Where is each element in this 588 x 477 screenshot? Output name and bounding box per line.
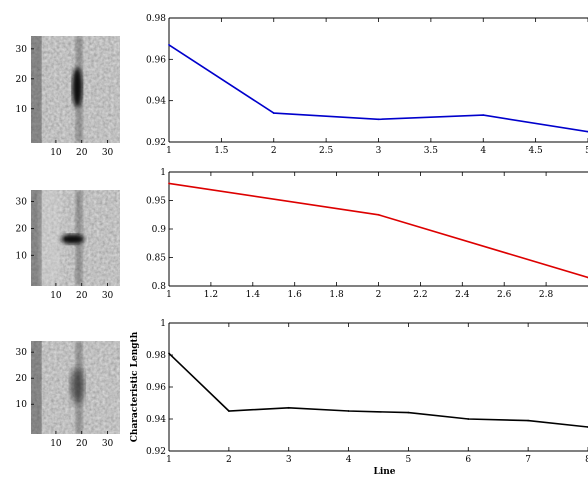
dark-feature: [60, 234, 85, 245]
x-tick-label: 1.2: [204, 290, 218, 300]
x-tick-label: 7: [525, 455, 531, 465]
x-tick-label: 1.6: [288, 290, 303, 300]
dark-feature: [72, 67, 83, 108]
y-tick-label: 10: [16, 400, 28, 410]
x-tick-label: 30: [102, 439, 114, 449]
x-tick-label: 20: [76, 148, 88, 158]
x-tick-label: 1: [166, 146, 172, 156]
data-point: [347, 410, 350, 412]
data-point: [482, 114, 485, 117]
x-tick-label: 4: [346, 455, 352, 465]
texture-pixels: [31, 341, 120, 434]
data-point: [467, 418, 470, 420]
line-chart-3: 1 2 3 4 5 6 7 8 1 0.98 0.96 0.94 0.92 Characteristic …: [130, 319, 588, 477]
y-tick-label: 1: [160, 168, 166, 178]
y-tick-label: 0.98: [146, 14, 166, 24]
x-tick-label: 2: [226, 455, 232, 465]
x-tick-label: 6: [465, 455, 471, 465]
x-tick-label: 2.2: [413, 290, 427, 300]
y-tick-label: 0.96: [146, 383, 166, 393]
data-point: [287, 406, 290, 409]
texture-image-1: 10 20 30 30 20 10: [16, 36, 120, 158]
x-tick-label: 10: [50, 291, 62, 301]
x-tick-label: 3: [286, 455, 292, 465]
x-tick-label: 5: [406, 455, 412, 465]
x-tick-label: 4: [480, 146, 486, 156]
data-point: [377, 118, 380, 121]
y-tick-label: 20: [16, 374, 28, 384]
y-tick-label: 0.85: [146, 254, 166, 264]
y-tick-label: 10: [16, 105, 28, 115]
y-tick-label: 30: [16, 198, 28, 208]
y-tick-label: 0.98: [146, 351, 166, 361]
x-tick-label: 2: [376, 290, 382, 300]
data-point: [407, 411, 410, 414]
y-tick-label: 10: [16, 251, 28, 261]
x-tick-label: 4.5: [528, 146, 543, 156]
y-tick-label: 0.94: [146, 415, 166, 425]
texture-image-2: 10 20 30 30 20 10: [16, 190, 120, 301]
y-tick-label: 20: [16, 75, 28, 85]
x-tick-label: 1.8: [329, 290, 344, 300]
x-tick-label: 3.5: [424, 146, 439, 156]
data-point: [527, 419, 530, 422]
x-tick-label: 8: [585, 455, 588, 465]
y-tick-label: 0.92: [146, 447, 166, 457]
x-tick-label: 2: [271, 146, 277, 156]
x-tick-label: 1: [166, 290, 172, 300]
data-point: [377, 213, 380, 216]
x-axis-title: Line: [373, 467, 395, 477]
dark-feature: [70, 367, 85, 404]
data-point: [168, 182, 170, 185]
x-tick-label: 30: [102, 148, 114, 158]
y-axis-title: Characteristic Length: [130, 331, 140, 442]
y-tick-label: 20: [16, 224, 28, 234]
x-tick-label: 20: [76, 439, 88, 449]
x-tick-label: 3: [376, 146, 382, 156]
texture-pixels: [31, 190, 120, 286]
series-line: [168, 352, 588, 428]
data-point: [168, 352, 170, 355]
y-tick-label: 30: [16, 45, 28, 55]
x-tick-label: 1.4: [246, 290, 261, 300]
x-tick-label: 1.5: [214, 146, 229, 156]
x-tick-label: 5: [585, 146, 588, 156]
x-tick-label: 10: [50, 148, 62, 158]
x-tick-label: 2.8: [539, 290, 554, 300]
x-tick-label: 2.4: [455, 290, 470, 300]
x-tick-label: 20: [76, 291, 88, 301]
data-point: [168, 43, 170, 46]
y-tick-label: 30: [16, 348, 28, 358]
y-tick-label: 0.95: [146, 197, 166, 207]
x-tick-label: 2.5: [319, 146, 334, 156]
texture-pixels: [31, 36, 120, 143]
light-band: [39, 190, 63, 286]
line-chart-2: 1 1.2 1.4 1.6 1.8 2 2.2 2.4 2.6 2.8 1 0.95 0.9 0.85 0.…: [146, 168, 588, 300]
y-tick-label: 1: [160, 319, 166, 329]
x-tick-label: 10: [50, 439, 62, 449]
texture-band: [31, 36, 42, 143]
data-point: [227, 410, 230, 412]
series-line: [168, 182, 588, 279]
line-chart-1: 1 1.5 2 2.5 3 3.5 4 4.5 5 0.98 0.96 0.94 0.92: [146, 14, 588, 156]
texture-image-3: 10 20 30 30 20 10: [16, 341, 120, 449]
y-tick-label: 0.96: [146, 55, 166, 65]
y-tick-label: 0.9: [152, 225, 167, 235]
y-tick-label: 0.92: [146, 138, 166, 148]
texture-band: [31, 190, 42, 286]
x-tick-label: 2.6: [497, 290, 512, 300]
texture-band: [31, 341, 42, 434]
y-tick-label: 0.94: [146, 97, 166, 107]
data-point: [272, 112, 275, 114]
y-tick-label: 0.8: [152, 282, 167, 292]
x-tick-label: 30: [102, 291, 114, 301]
x-tick-label: 1: [166, 455, 172, 465]
